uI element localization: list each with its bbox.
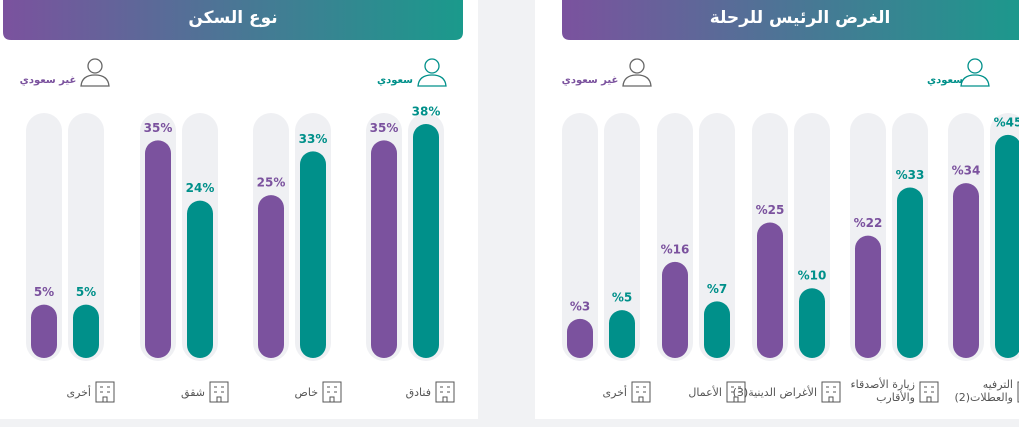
category-label: أخرى	[602, 386, 627, 399]
divider	[478, 0, 535, 427]
bar	[187, 200, 213, 358]
title-banner	[562, 0, 1019, 40]
bar-track	[26, 113, 62, 361]
value-label: %34	[952, 164, 981, 178]
legend-icon	[967, 58, 983, 74]
legend-label: سعودي	[377, 75, 413, 86]
category-icon	[214, 386, 224, 402]
value-label: 24%	[186, 181, 215, 195]
value-label: %22	[854, 216, 883, 230]
value-label: 5%	[34, 285, 54, 299]
bar-track	[562, 113, 598, 361]
value-label: 35%	[144, 121, 173, 135]
bar	[799, 288, 825, 358]
legend-label: غير سعودي	[20, 75, 77, 86]
bar	[567, 318, 593, 358]
bar	[31, 304, 57, 358]
chart-title: نوع السكن	[188, 8, 277, 28]
category-icon	[919, 381, 939, 403]
category-icon	[440, 386, 450, 402]
bar-track	[604, 113, 640, 361]
value-label: %16	[661, 242, 690, 256]
category-icon	[100, 386, 110, 402]
value-label: %5	[612, 291, 632, 305]
category-icon	[322, 381, 342, 403]
bar-track	[68, 113, 104, 361]
value-label: %45	[994, 115, 1019, 129]
category-icon	[435, 381, 455, 403]
value-label: 25%	[257, 176, 286, 190]
legend-label: غير سعودي	[562, 75, 619, 86]
category-label: الأعمال	[688, 386, 722, 399]
category-label: شقق	[181, 386, 205, 399]
value-label: 35%	[370, 121, 399, 135]
bar	[953, 183, 979, 358]
value-label: 5%	[76, 285, 96, 299]
value-label: 38%	[412, 104, 441, 118]
legend-icon	[629, 58, 645, 74]
legend-icon	[417, 74, 447, 87]
bar	[73, 304, 99, 358]
category-icon	[924, 386, 934, 402]
legend-icon	[424, 58, 440, 74]
bar	[704, 301, 730, 358]
category-icon	[209, 381, 229, 403]
legend-icon	[622, 74, 652, 87]
value-label: %3	[570, 299, 590, 313]
bar	[258, 195, 284, 358]
category-icon	[726, 381, 746, 403]
category-icon	[631, 381, 651, 403]
legend-icon	[960, 74, 990, 87]
category-icon	[821, 381, 841, 403]
bar	[609, 310, 635, 358]
category-icon	[636, 386, 646, 402]
bar	[897, 187, 923, 358]
chart-title: الغرض الرئيس للرحلة	[710, 8, 891, 28]
bar	[145, 140, 171, 358]
category-label: فنادق	[405, 386, 431, 399]
bar	[855, 235, 881, 358]
category-icon	[826, 386, 836, 402]
category-icon	[731, 386, 741, 402]
value-label: %7	[707, 282, 727, 296]
legend-icon	[87, 58, 103, 74]
bar	[995, 134, 1019, 358]
bar	[413, 123, 439, 358]
bar-track	[699, 113, 735, 361]
value-label: %10	[798, 269, 827, 283]
category-label: الترفيه والعطلات(2)	[954, 378, 1013, 404]
value-label: 33%	[299, 132, 328, 146]
bar	[662, 261, 688, 358]
category-label: خاص	[294, 386, 318, 399]
category-icon	[1017, 381, 1019, 403]
category-label: أخرى	[66, 386, 91, 399]
value-label: %33	[896, 168, 925, 182]
footer-strip	[0, 419, 1019, 427]
value-label: %25	[756, 203, 785, 217]
bar	[300, 151, 326, 358]
legend-icon	[80, 74, 110, 87]
title-banner	[3, 0, 463, 40]
category-icon	[95, 381, 115, 403]
category-label: زيارة الأصدقاء والأقارب	[850, 378, 915, 404]
legend-label: سعودي	[927, 75, 963, 86]
bar	[371, 140, 397, 358]
bar	[757, 222, 783, 358]
category-label: الأغراض الدينية(3)	[732, 386, 817, 399]
category-icon	[327, 386, 337, 402]
